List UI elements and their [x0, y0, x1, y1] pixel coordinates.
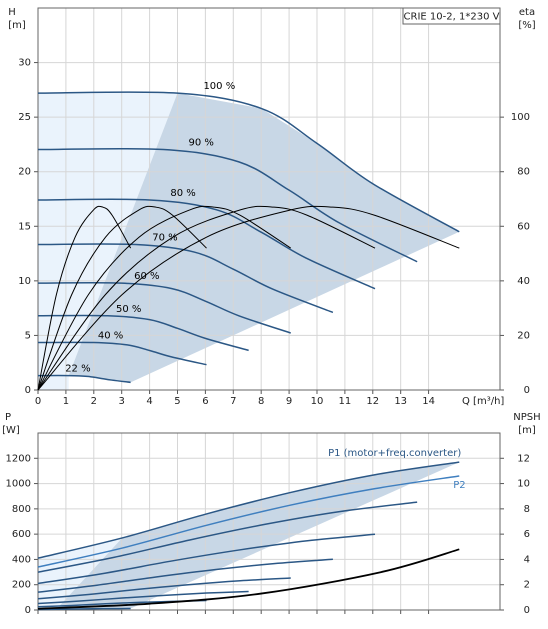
x-tick-label: 14	[422, 396, 435, 407]
y-tick-label: 1000	[6, 479, 31, 490]
y-tick-label: 25	[18, 112, 31, 123]
y-tick-label: 5	[25, 330, 31, 341]
operating-area	[68, 93, 460, 383]
secondary-curve	[37, 205, 460, 391]
y2-tick-label: 6	[524, 529, 530, 540]
curve	[37, 341, 207, 366]
curve	[37, 243, 334, 314]
curve-label: 50 %	[116, 304, 141, 315]
x-tick-label: 5	[174, 396, 180, 407]
curve	[37, 198, 376, 290]
curve	[37, 558, 333, 593]
y-axis-unit: [m]	[8, 20, 26, 31]
curve-label: 22 %	[65, 364, 90, 375]
curve-label: 40 %	[98, 331, 123, 342]
curve-label: P1 (motor+freq.converter)	[328, 448, 461, 459]
y-tick-label: 10	[18, 276, 31, 287]
y2-tick-label: 0	[524, 385, 530, 396]
curve	[37, 577, 291, 600]
secondary-curve	[37, 205, 292, 391]
y2-axis-label: eta	[519, 7, 535, 18]
curve-label: P2	[453, 480, 465, 491]
y-tick-label: 600	[12, 529, 31, 540]
curve	[37, 461, 460, 559]
secondary-curve	[37, 548, 460, 610]
curve-label: 100 %	[203, 81, 235, 92]
curve	[37, 590, 249, 605]
curve	[37, 533, 376, 585]
curve	[37, 475, 460, 568]
x-tick-label: 1	[63, 396, 69, 407]
x-tick-label: 9	[286, 396, 292, 407]
y-tick-label: 200	[12, 580, 31, 591]
curve	[37, 374, 131, 384]
x-tick-label: 11	[339, 396, 352, 407]
curve	[37, 281, 291, 334]
y2-tick-label: 8	[524, 504, 530, 515]
x-tick-label: 3	[119, 396, 125, 407]
y-tick-label: 0	[25, 605, 31, 616]
x-tick-label: 7	[230, 396, 236, 407]
y2-tick-label: 40	[517, 276, 530, 287]
x-axis-label: Q [m³/h]	[462, 396, 504, 407]
y2-tick-label: 20	[517, 330, 530, 341]
curve	[37, 314, 249, 352]
curve	[37, 147, 418, 263]
y2-axis-unit: [m]	[518, 425, 536, 436]
idle-area	[38, 537, 123, 610]
y2-tick-label: 12	[517, 453, 530, 464]
y-tick-label: 30	[18, 58, 31, 69]
curve-label: 60 %	[134, 271, 159, 282]
secondary-curve	[37, 205, 207, 391]
y-tick-label: 400	[12, 554, 31, 565]
title-box	[402, 7, 501, 25]
x-tick-label: 13	[394, 396, 407, 407]
y2-tick-label: 60	[517, 221, 530, 232]
x-tick-label: 12	[366, 396, 379, 407]
chart-title: CRIE 10-2, 1*230 V	[404, 12, 500, 23]
x-tick-label: 2	[91, 396, 97, 407]
plot-frame	[37, 432, 501, 611]
curve	[37, 501, 418, 573]
curve	[37, 607, 131, 611]
x-tick-label: 10	[311, 396, 324, 407]
plot-frame	[37, 7, 501, 391]
y2-tick-label: 80	[517, 167, 530, 178]
y2-tick-label: 10	[517, 479, 530, 490]
curve-label: 90 %	[189, 138, 214, 149]
secondary-curve	[37, 205, 132, 391]
y2-tick-label: 2	[524, 580, 530, 591]
operating-area	[56, 462, 460, 610]
curve	[37, 91, 460, 233]
y-tick-label: 0	[25, 385, 31, 396]
curve-label: 80 %	[170, 188, 195, 199]
x-tick-label: 6	[202, 396, 208, 407]
y2-axis-unit: [%]	[518, 20, 535, 31]
y-tick-label: 20	[18, 167, 31, 178]
y-tick-label: 1200	[6, 453, 31, 464]
y-tick-label: 800	[12, 504, 31, 515]
curve-label: 70 %	[152, 233, 177, 244]
y2-tick-label: 0	[524, 605, 530, 616]
secondary-curve	[37, 205, 376, 391]
x-tick-label: 0	[35, 396, 41, 407]
y-axis-unit: [W]	[2, 425, 20, 436]
y2-axis-label: NPSH	[513, 412, 540, 423]
y-tick-label: 15	[18, 221, 31, 232]
y-axis-label: H	[8, 7, 16, 18]
x-tick-label: 8	[258, 396, 264, 407]
y2-tick-label: 100	[511, 112, 530, 123]
y2-tick-label: 4	[524, 554, 530, 565]
x-tick-label: 4	[146, 396, 152, 407]
y-axis-label: P	[5, 412, 11, 423]
